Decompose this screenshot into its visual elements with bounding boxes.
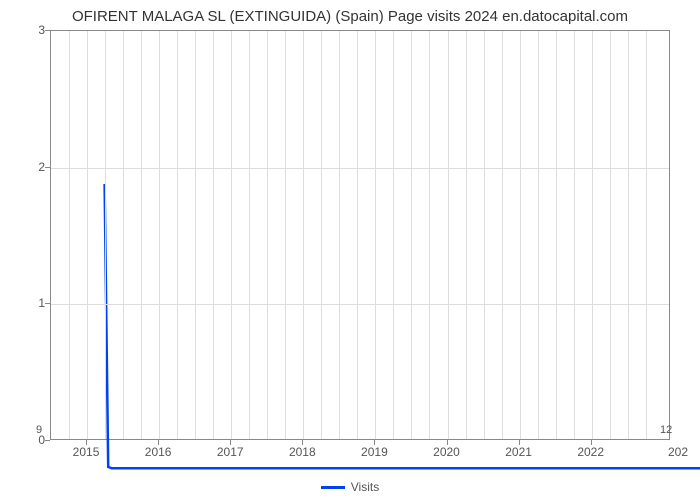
y-tick-label: 1: [5, 296, 45, 310]
y-tick-label: 3: [5, 23, 45, 37]
x-tick-label: 2015: [73, 445, 100, 459]
gridline-v-minor: [357, 31, 358, 439]
legend-label: Visits: [351, 480, 379, 494]
gridline-v-minor: [610, 31, 611, 439]
gridline-v: [87, 31, 88, 439]
gridline-v: [375, 31, 376, 439]
gridline-v-minor: [285, 31, 286, 439]
gridline-v-minor: [141, 31, 142, 439]
plot-area: [50, 30, 670, 440]
x-tick-label: 2019: [361, 445, 388, 459]
chart-container: OFIRENT MALAGA SL (EXTINGUIDA) (Spain) P…: [0, 0, 700, 500]
gridline-v: [592, 31, 593, 439]
right-end-label: 12: [660, 424, 672, 436]
x-tick-label: 2022: [577, 445, 604, 459]
gridline-v-minor: [105, 31, 106, 439]
gridline-v-minor: [195, 31, 196, 439]
gridline-v-minor: [393, 31, 394, 439]
gridline-v-minor: [574, 31, 575, 439]
gridline-v-minor: [484, 31, 485, 439]
gridline-v-minor: [249, 31, 250, 439]
y-tick-label: 2: [5, 160, 45, 174]
gridline-v-minor: [177, 31, 178, 439]
x-tick-label: 2018: [289, 445, 316, 459]
gridline-v-minor: [538, 31, 539, 439]
gridline-h: [51, 304, 669, 305]
gridline-v-minor: [466, 31, 467, 439]
x-tick-label: 2021: [505, 445, 532, 459]
gridline-v-minor: [69, 31, 70, 439]
x-tick-label: 2016: [145, 445, 172, 459]
y-tick-mark: [45, 303, 50, 304]
x-tick-label: 2020: [433, 445, 460, 459]
y-tick-label: 0: [5, 433, 45, 447]
gridline-v-minor: [123, 31, 124, 439]
y-tick-mark: [45, 440, 50, 441]
gridline-v-minor: [339, 31, 340, 439]
gridline-v: [159, 31, 160, 439]
y-tick-mark: [45, 30, 50, 31]
gridline-v-minor: [321, 31, 322, 439]
gridline-v-minor: [267, 31, 268, 439]
gridline-v-minor: [556, 31, 557, 439]
gridline-v-minor: [628, 31, 629, 439]
gridline-v-minor: [411, 31, 412, 439]
gridline-v: [231, 31, 232, 439]
gridline-v-minor: [646, 31, 647, 439]
gridline-v-minor: [502, 31, 503, 439]
gridline-v: [303, 31, 304, 439]
gridline-v-minor: [213, 31, 214, 439]
right-axis-extra-label: 202: [668, 445, 688, 459]
chart-title: OFIRENT MALAGA SL (EXTINGUIDA) (Spain) P…: [0, 8, 700, 25]
gridline-v-minor: [429, 31, 430, 439]
legend: Visits: [0, 480, 700, 494]
legend-swatch: [321, 486, 345, 489]
gridline-v: [448, 31, 449, 439]
gridline-v: [520, 31, 521, 439]
x-tick-label: 2017: [217, 445, 244, 459]
gridline-h: [51, 168, 669, 169]
y-tick-mark: [45, 167, 50, 168]
